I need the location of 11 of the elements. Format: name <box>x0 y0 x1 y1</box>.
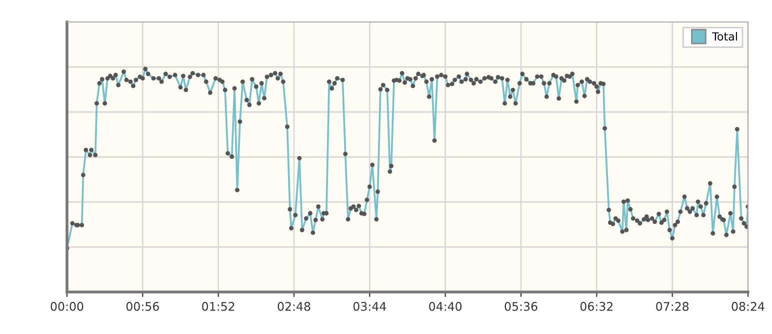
x-tick-label: 03:44 <box>353 302 386 311</box>
x-tick-label: 00:56 <box>126 302 159 311</box>
x-tick-label: 08:24 <box>732 302 764 311</box>
x-tick-label: 01:52 <box>202 302 234 311</box>
x-tick-label: 00:00 <box>50 302 84 311</box>
x-tick-label: 06:32 <box>580 302 612 311</box>
x-tick-label: 05:36 <box>504 302 538 311</box>
x-tick-label: 07:28 <box>656 302 689 311</box>
legend-label: Total <box>712 32 737 41</box>
x-tick-label: 02:48 <box>278 302 310 311</box>
x-tick-label: 04:40 <box>429 302 462 311</box>
